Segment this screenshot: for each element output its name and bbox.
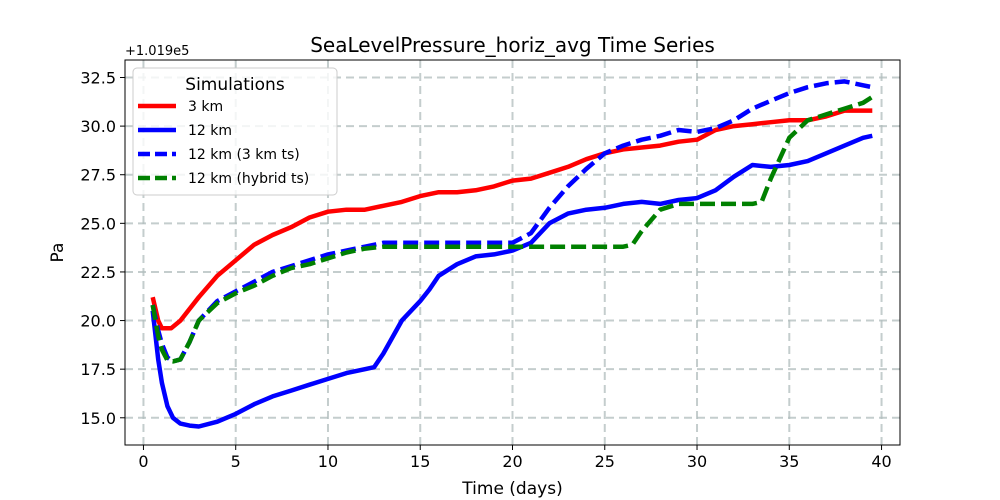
x-tick-label: 15 [410,452,430,471]
y-tick-label: 27.5 [80,166,116,185]
y-axis-label: Pa [48,243,68,263]
y-tick-label: 32.5 [80,69,116,88]
x-axis-label: Time (days) [461,479,562,499]
legend-title: Simulations [185,75,285,95]
x-tick-label: 25 [595,452,615,471]
x-tick-label: 40 [871,452,891,471]
x-tick-label: 30 [687,452,707,471]
series-line-12-km-3-km-ts [150,79,873,364]
series-line-12-km [150,133,873,429]
x-tick-label: 10 [318,452,338,471]
legend-label-3-km: 3 km [188,99,223,115]
series-layer [150,79,874,429]
series-line-12-km-hybrid-ts [150,95,874,364]
chart-title: SeaLevelPressure_horiz_avg Time Series [310,33,715,57]
y-tick-label: 22.5 [80,263,116,282]
legend-label-12-km-3-km-ts: 12 km (3 km ts) [188,147,300,163]
x-tick-label: 5 [231,452,241,471]
x-tick-label: 0 [138,452,148,471]
legend: Simulations 3 km 12 km 12 km (3 km ts) 12 k… [132,67,338,196]
legend-label-12-km: 12 km [188,123,232,139]
x-tick-label: 35 [779,452,799,471]
y-tick-label: 17.5 [80,360,116,379]
x-tick-label: 20 [502,452,522,471]
y-offset-label: +1.019e5 [125,44,189,59]
y-tick-label: 20.0 [80,312,116,331]
series-line-3-km [150,108,873,331]
y-tick-label: 15.0 [80,409,116,428]
legend-box [132,67,338,196]
y-tick-label: 30.0 [80,117,116,136]
y-tick-label: 25.0 [80,214,116,233]
legend-label-12-km-hybrid-ts: 12 km (hybrid ts) [188,171,309,187]
legend-items: 3 km 12 km 12 km (3 km ts) 12 km (hybrid ts… [138,99,309,187]
ticks: 0 5 10 15 20 25 30 35 40 15.0 17.5 20.0 22.5 25.0 27.5… [80,69,891,472]
